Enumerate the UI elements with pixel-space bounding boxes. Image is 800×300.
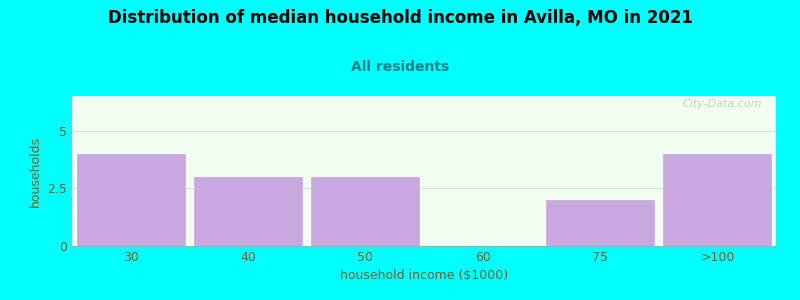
Bar — [311, 177, 419, 246]
Bar — [77, 154, 185, 246]
Bar — [194, 177, 302, 246]
Text: City-Data.com: City-Data.com — [682, 99, 762, 109]
Text: All residents: All residents — [351, 60, 449, 74]
Bar — [546, 200, 654, 246]
Text: Distribution of median household income in Avilla, MO in 2021: Distribution of median household income … — [107, 9, 693, 27]
Y-axis label: households: households — [29, 135, 42, 207]
Bar — [663, 154, 771, 246]
X-axis label: household income ($1000): household income ($1000) — [340, 269, 508, 282]
